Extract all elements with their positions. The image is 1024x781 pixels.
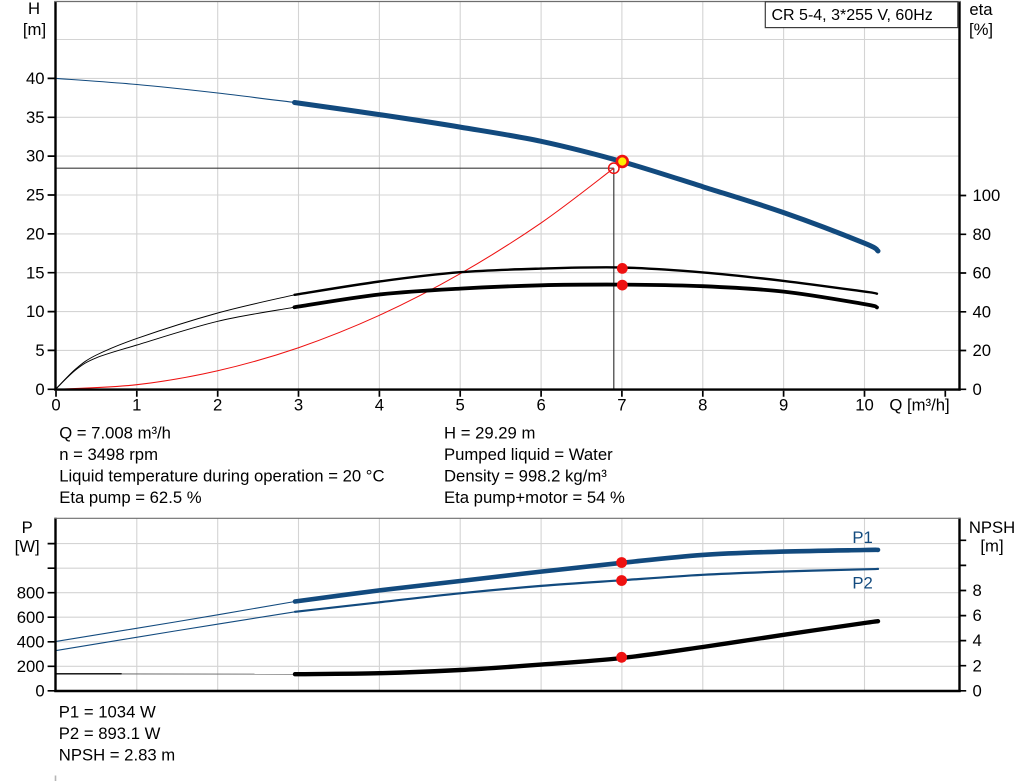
svg-text:H = 29.29 m: H = 29.29 m — [444, 424, 535, 443]
svg-text:35: 35 — [26, 108, 45, 127]
svg-text:20: 20 — [973, 341, 992, 360]
svg-text:400: 400 — [17, 632, 45, 651]
svg-text:2: 2 — [973, 656, 982, 675]
svg-text:[%]: [%] — [969, 20, 993, 39]
svg-text:4: 4 — [973, 631, 982, 650]
svg-text:[W]: [W] — [15, 537, 40, 556]
svg-text:3: 3 — [294, 395, 303, 414]
svg-text:800: 800 — [17, 583, 45, 602]
svg-text:n = 3498 rpm: n = 3498 rpm — [59, 445, 158, 464]
svg-text:8: 8 — [973, 581, 982, 600]
svg-text:5: 5 — [35, 341, 44, 360]
svg-text:7: 7 — [617, 395, 626, 414]
svg-text:P2: P2 — [852, 574, 872, 593]
svg-text:[m]: [m] — [980, 537, 1003, 556]
svg-text:40: 40 — [26, 69, 45, 88]
svg-text:Eta pump = 62.5 %: Eta pump = 62.5 % — [59, 488, 202, 507]
svg-text:80: 80 — [973, 225, 992, 244]
svg-text:P2 = 893.1 W: P2 = 893.1 W — [59, 724, 161, 743]
svg-text:CR 5-4, 3*255 V, 60Hz: CR 5-4, 3*255 V, 60Hz — [772, 7, 933, 24]
svg-text:15: 15 — [26, 263, 45, 282]
svg-text:Q [m³/h]: Q [m³/h] — [889, 395, 949, 414]
svg-text:Liquid temperature during oper: Liquid temperature during operation = 20… — [59, 466, 384, 485]
svg-text:0: 0 — [51, 395, 60, 414]
svg-text:Q = 7.008 m³/h: Q = 7.008 m³/h — [59, 424, 171, 443]
svg-text:Eta pump+motor = 54 %: Eta pump+motor = 54 % — [444, 488, 625, 507]
svg-text:0: 0 — [35, 380, 44, 399]
svg-text:P: P — [22, 518, 33, 537]
svg-text:200: 200 — [17, 657, 45, 676]
svg-text:60: 60 — [973, 264, 992, 283]
svg-text:[m]: [m] — [23, 20, 46, 39]
svg-text:0: 0 — [973, 681, 982, 700]
svg-text:25: 25 — [26, 186, 45, 205]
svg-text:P1: P1 — [852, 528, 872, 547]
svg-text:6: 6 — [536, 395, 545, 414]
svg-text:0: 0 — [35, 681, 44, 700]
svg-text:4: 4 — [375, 395, 384, 414]
svg-text:NPSH: NPSH — [969, 518, 1015, 537]
svg-text:5: 5 — [456, 395, 465, 414]
svg-text:H: H — [28, 0, 40, 18]
svg-text:100: 100 — [973, 186, 1001, 205]
svg-text:2: 2 — [213, 395, 222, 414]
svg-text:30: 30 — [26, 147, 45, 166]
svg-text:40: 40 — [973, 302, 992, 321]
svg-text:0: 0 — [973, 380, 982, 399]
svg-text:Pumped liquid = Water: Pumped liquid = Water — [444, 445, 613, 464]
svg-text:10: 10 — [855, 395, 874, 414]
svg-text:1: 1 — [132, 395, 141, 414]
svg-text:10: 10 — [26, 302, 45, 321]
svg-text:NPSH = 2.83 m: NPSH = 2.83 m — [59, 746, 175, 765]
svg-text:P1 = 1034 W: P1 = 1034 W — [59, 703, 156, 722]
svg-text:Density = 998.2 kg/m³: Density = 998.2 kg/m³ — [444, 466, 607, 485]
svg-text:8: 8 — [698, 395, 707, 414]
svg-text:eta: eta — [969, 0, 993, 19]
svg-text:9: 9 — [779, 395, 788, 414]
svg-text:600: 600 — [17, 608, 45, 627]
svg-text:6: 6 — [973, 606, 982, 625]
svg-text:20: 20 — [26, 225, 45, 244]
